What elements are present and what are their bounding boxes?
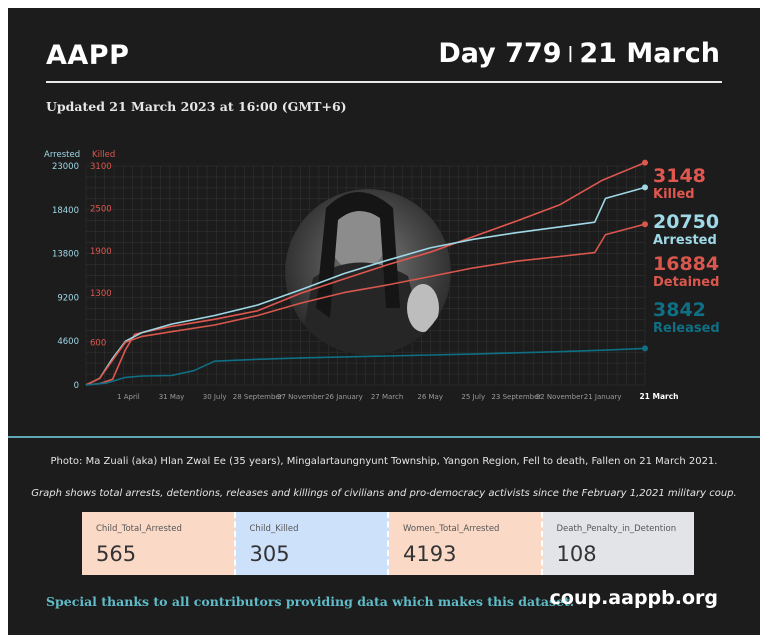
series-end-marker-killed bbox=[642, 159, 648, 166]
series-end-marker-arrested bbox=[642, 184, 648, 191]
graph-description: Graph shows total arrests, detentions, r… bbox=[31, 488, 737, 499]
stat-label: Child_Killed bbox=[249, 524, 299, 534]
x-tick-label: 30 July bbox=[203, 393, 227, 401]
section-divider bbox=[8, 436, 760, 438]
x-tick-label: 23 September bbox=[491, 393, 541, 401]
stat-value: 108 bbox=[556, 542, 597, 566]
y-axis-left-title: Arrested bbox=[44, 150, 80, 160]
x-tick-label: 26 January bbox=[325, 393, 363, 401]
y-tick-right: 600 bbox=[90, 339, 106, 349]
photo-caption: Photo: Ma Zuali (aka) Hlan Zwal Ee (35 y… bbox=[50, 456, 718, 467]
series-line-detained bbox=[85, 223, 646, 386]
x-end-label: 21 March bbox=[639, 392, 678, 401]
end-name-released: Released bbox=[653, 321, 720, 336]
stat-value: 4193 bbox=[403, 542, 457, 566]
infographic-frame: AAPP Day 779 | 21 March Updated 21 March 2… bbox=[8, 8, 760, 635]
y-axis-right-title: Killed bbox=[92, 150, 115, 160]
series-end-marker-released bbox=[642, 345, 648, 352]
end-name-arrested: Arrested bbox=[653, 233, 717, 248]
y-tick-left: 23000 bbox=[52, 162, 79, 172]
org-title: AAPP bbox=[46, 40, 130, 71]
y-tick-right: 1300 bbox=[90, 289, 112, 299]
y-tick-right: 3100 bbox=[90, 162, 112, 172]
y-tick-left: 4600 bbox=[57, 337, 79, 347]
day-label: Day 779 bbox=[438, 38, 562, 69]
series-line-killed bbox=[85, 161, 646, 386]
x-tick-label: 1 April bbox=[117, 393, 140, 401]
line-chart: Arrested Killed 23000 18400 13800 9200 4600 0 31… bbox=[44, 150, 720, 401]
y-tick-left: 13800 bbox=[52, 250, 79, 260]
x-tick-label: 27 March bbox=[371, 393, 403, 401]
stat-label: Women_Total_Arrested bbox=[403, 524, 500, 534]
x-tick-label: 31 May bbox=[159, 393, 185, 401]
stats-panel: Child_Total_Arrested 565 Child_Killed 30… bbox=[82, 512, 694, 575]
x-tick-label: 28 September bbox=[233, 393, 283, 401]
end-value-detained: 16884 bbox=[653, 253, 719, 275]
series-line-released bbox=[85, 347, 646, 386]
end-name-detained: Detained bbox=[653, 275, 719, 290]
stat-label: Death_Penalty_in_Detention bbox=[556, 524, 677, 534]
stat-value: 565 bbox=[96, 542, 137, 566]
y-tick-left: 18400 bbox=[52, 206, 79, 216]
updated-timestamp: Updated 21 March 2023 at 16:00 (GMT+6) bbox=[46, 99, 347, 114]
day-date-heading: Day 779 | 21 March bbox=[438, 38, 720, 69]
stat-death-penalty: Death_Penalty_in_Detention 108 bbox=[542, 512, 694, 575]
heading-separator: | bbox=[567, 43, 574, 62]
y-tick-left: 0 bbox=[74, 381, 79, 391]
x-tick-label: 22 November bbox=[536, 393, 584, 401]
site-link[interactable]: coup.aappb.org bbox=[549, 587, 718, 609]
stat-child-killed: Child_Killed 305 bbox=[235, 512, 389, 575]
x-tick-label: 27 November bbox=[277, 393, 325, 401]
stat-label: Child_Total_Arrested bbox=[96, 524, 182, 534]
x-tick-label: 21 January bbox=[584, 393, 622, 401]
portrait-photo bbox=[285, 189, 451, 355]
date-label: 21 March bbox=[579, 38, 720, 69]
stat-women-total-arrested: Women_Total_Arrested 4193 bbox=[389, 512, 543, 575]
stat-child-total-arrested: Child_Total_Arrested 565 bbox=[82, 512, 236, 575]
x-tick-label: 25 July bbox=[461, 393, 485, 401]
thanks-text: Special thanks to all contributors provi… bbox=[46, 594, 575, 609]
end-value-released: 3842 bbox=[653, 299, 706, 321]
x-tick-label: 26 May bbox=[417, 393, 443, 401]
y-tick-left: 9200 bbox=[57, 293, 79, 303]
y-tick-right: 1900 bbox=[90, 247, 112, 257]
end-value-arrested: 20750 bbox=[653, 211, 719, 233]
header-rule bbox=[46, 81, 722, 83]
end-value-killed: 3148 bbox=[653, 165, 706, 187]
stat-value: 305 bbox=[249, 542, 290, 566]
end-name-killed: Killed bbox=[653, 187, 695, 202]
series-end-marker-detained bbox=[642, 221, 648, 228]
y-tick-right: 2500 bbox=[90, 204, 112, 214]
